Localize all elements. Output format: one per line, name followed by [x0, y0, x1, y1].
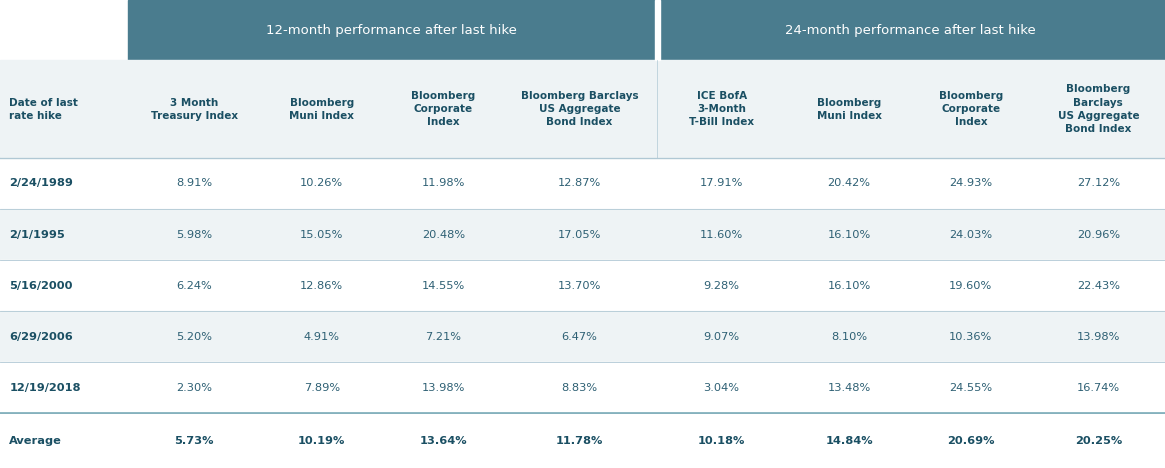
- Text: 20.48%: 20.48%: [422, 229, 465, 240]
- Text: 2.30%: 2.30%: [176, 383, 212, 393]
- Bar: [0, 311, 1165, 362]
- Text: 12.87%: 12.87%: [558, 178, 601, 189]
- Text: 6/29/2006: 6/29/2006: [9, 332, 73, 342]
- Text: 20.42%: 20.42%: [827, 178, 870, 189]
- Text: 3 Month
Treasury Index: 3 Month Treasury Index: [150, 97, 238, 121]
- Text: Bloomberg
Corporate
Index: Bloomberg Corporate Index: [939, 91, 1003, 127]
- Text: ICE BofA
3-Month
T-Bill Index: ICE BofA 3-Month T-Bill Index: [689, 91, 754, 127]
- Text: 8.83%: 8.83%: [562, 383, 598, 393]
- Text: 9.28%: 9.28%: [704, 281, 740, 291]
- Bar: [0, 413, 1165, 468]
- Text: Bloomberg
Muni Index: Bloomberg Muni Index: [817, 97, 882, 121]
- Text: 10.19%: 10.19%: [298, 436, 345, 446]
- Bar: [127, 0, 655, 60]
- Text: Bloomberg
Muni Index: Bloomberg Muni Index: [289, 97, 354, 121]
- Text: 22.43%: 22.43%: [1076, 281, 1120, 291]
- Text: 24.93%: 24.93%: [949, 178, 993, 189]
- Text: 5/16/2000: 5/16/2000: [9, 281, 73, 291]
- Text: 13.48%: 13.48%: [827, 383, 870, 393]
- Text: 9.07%: 9.07%: [704, 332, 740, 342]
- Text: Bloomberg
Barclays
US Aggregate
Bond Index: Bloomberg Barclays US Aggregate Bond Ind…: [1058, 84, 1139, 134]
- Text: 17.91%: 17.91%: [700, 178, 743, 189]
- Text: 14.55%: 14.55%: [422, 281, 465, 291]
- Text: 12/19/2018: 12/19/2018: [9, 383, 80, 393]
- Text: 16.10%: 16.10%: [827, 229, 870, 240]
- Text: 3.04%: 3.04%: [704, 383, 740, 393]
- Text: 24.03%: 24.03%: [949, 229, 993, 240]
- Text: 6.47%: 6.47%: [562, 332, 598, 342]
- Bar: [0, 260, 1165, 311]
- Text: 11.60%: 11.60%: [700, 229, 743, 240]
- Text: 8.91%: 8.91%: [176, 178, 212, 189]
- Text: Date of last
rate hike: Date of last rate hike: [9, 97, 78, 121]
- Bar: [0, 362, 1165, 413]
- Text: 15.05%: 15.05%: [301, 229, 344, 240]
- Text: 20.25%: 20.25%: [1075, 436, 1122, 446]
- Text: 7.89%: 7.89%: [304, 383, 340, 393]
- Text: 11.78%: 11.78%: [556, 436, 603, 446]
- Text: 13.70%: 13.70%: [558, 281, 601, 291]
- Text: 24.55%: 24.55%: [949, 383, 993, 393]
- Text: 17.05%: 17.05%: [558, 229, 601, 240]
- Text: 10.26%: 10.26%: [301, 178, 344, 189]
- Text: 7.21%: 7.21%: [425, 332, 461, 342]
- Text: 12-month performance after last hike: 12-month performance after last hike: [266, 24, 516, 37]
- Text: Average: Average: [9, 436, 62, 446]
- Text: 11.98%: 11.98%: [422, 178, 465, 189]
- Bar: [659, 0, 1165, 60]
- Text: 2/24/1989: 2/24/1989: [9, 178, 73, 189]
- Text: 27.12%: 27.12%: [1076, 178, 1120, 189]
- Text: Bloomberg
Corporate
Index: Bloomberg Corporate Index: [411, 91, 475, 127]
- Text: 12.86%: 12.86%: [301, 281, 344, 291]
- Bar: [655, 0, 659, 60]
- Text: 16.74%: 16.74%: [1076, 383, 1120, 393]
- Bar: [0, 60, 1165, 158]
- Text: 6.24%: 6.24%: [176, 281, 212, 291]
- Text: 13.98%: 13.98%: [1076, 332, 1120, 342]
- Text: 5.98%: 5.98%: [176, 229, 212, 240]
- Text: 14.84%: 14.84%: [825, 436, 873, 446]
- Text: 16.10%: 16.10%: [827, 281, 870, 291]
- Text: Bloomberg Barclays
US Aggregate
Bond Index: Bloomberg Barclays US Aggregate Bond Ind…: [521, 91, 638, 127]
- Text: 10.18%: 10.18%: [698, 436, 746, 446]
- Text: 2/1/1995: 2/1/1995: [9, 229, 65, 240]
- Text: 8.10%: 8.10%: [831, 332, 867, 342]
- Text: 20.69%: 20.69%: [947, 436, 995, 446]
- Text: 19.60%: 19.60%: [949, 281, 993, 291]
- Text: 24-month performance after last hike: 24-month performance after last hike: [784, 24, 1036, 37]
- Text: 13.98%: 13.98%: [422, 383, 465, 393]
- Text: 5.20%: 5.20%: [176, 332, 212, 342]
- Text: 13.64%: 13.64%: [419, 436, 467, 446]
- Text: 20.96%: 20.96%: [1076, 229, 1120, 240]
- Text: 10.36%: 10.36%: [949, 332, 993, 342]
- Text: 4.91%: 4.91%: [304, 332, 340, 342]
- Text: 5.73%: 5.73%: [175, 436, 214, 446]
- Bar: [0, 209, 1165, 260]
- Bar: [0, 158, 1165, 209]
